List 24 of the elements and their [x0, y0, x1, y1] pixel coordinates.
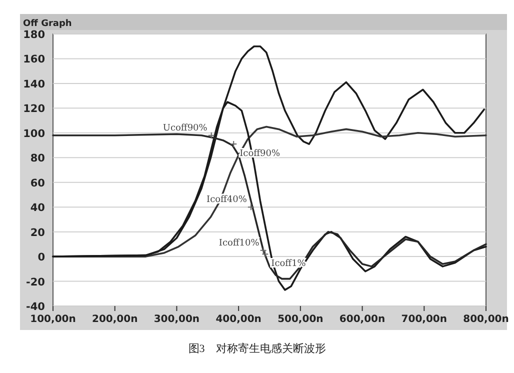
y-tick-label: 180	[23, 29, 45, 41]
y-tick-label: 40	[30, 202, 45, 214]
caption: 图3 对称寄生电感关断波形	[188, 342, 326, 355]
x-tick-label: 200,00n	[92, 314, 138, 325]
y-tick-label: 140	[23, 78, 45, 90]
x-tick-label: 600,00n	[339, 314, 386, 325]
chart-title: Off Graph	[23, 19, 72, 29]
annotation: Ucoff90%	[162, 123, 208, 134]
annotation: Icoff10%	[218, 238, 260, 248]
x-tick-label: 500,00n	[278, 314, 324, 325]
x-tick-label: 700,00n	[401, 314, 447, 325]
x-tick-label: 300,00n	[154, 314, 200, 325]
y-tick-label: 120	[23, 103, 45, 116]
y-tick-label: -20	[26, 276, 45, 288]
y-tick-label: 20	[30, 226, 45, 239]
y-tick-label: -40	[26, 301, 45, 313]
y-tick-label: 60	[30, 177, 45, 190]
y-tick-label: 80	[30, 152, 45, 165]
x-tick-label: 400,00n	[216, 314, 262, 325]
y-tick-label: 0	[38, 252, 45, 264]
y-tick-label: 160	[23, 54, 45, 66]
y-tick-label: 100	[23, 128, 45, 140]
x-tick-label: 800,00n	[463, 314, 509, 325]
x-tick-label: 100,00n	[30, 314, 76, 325]
